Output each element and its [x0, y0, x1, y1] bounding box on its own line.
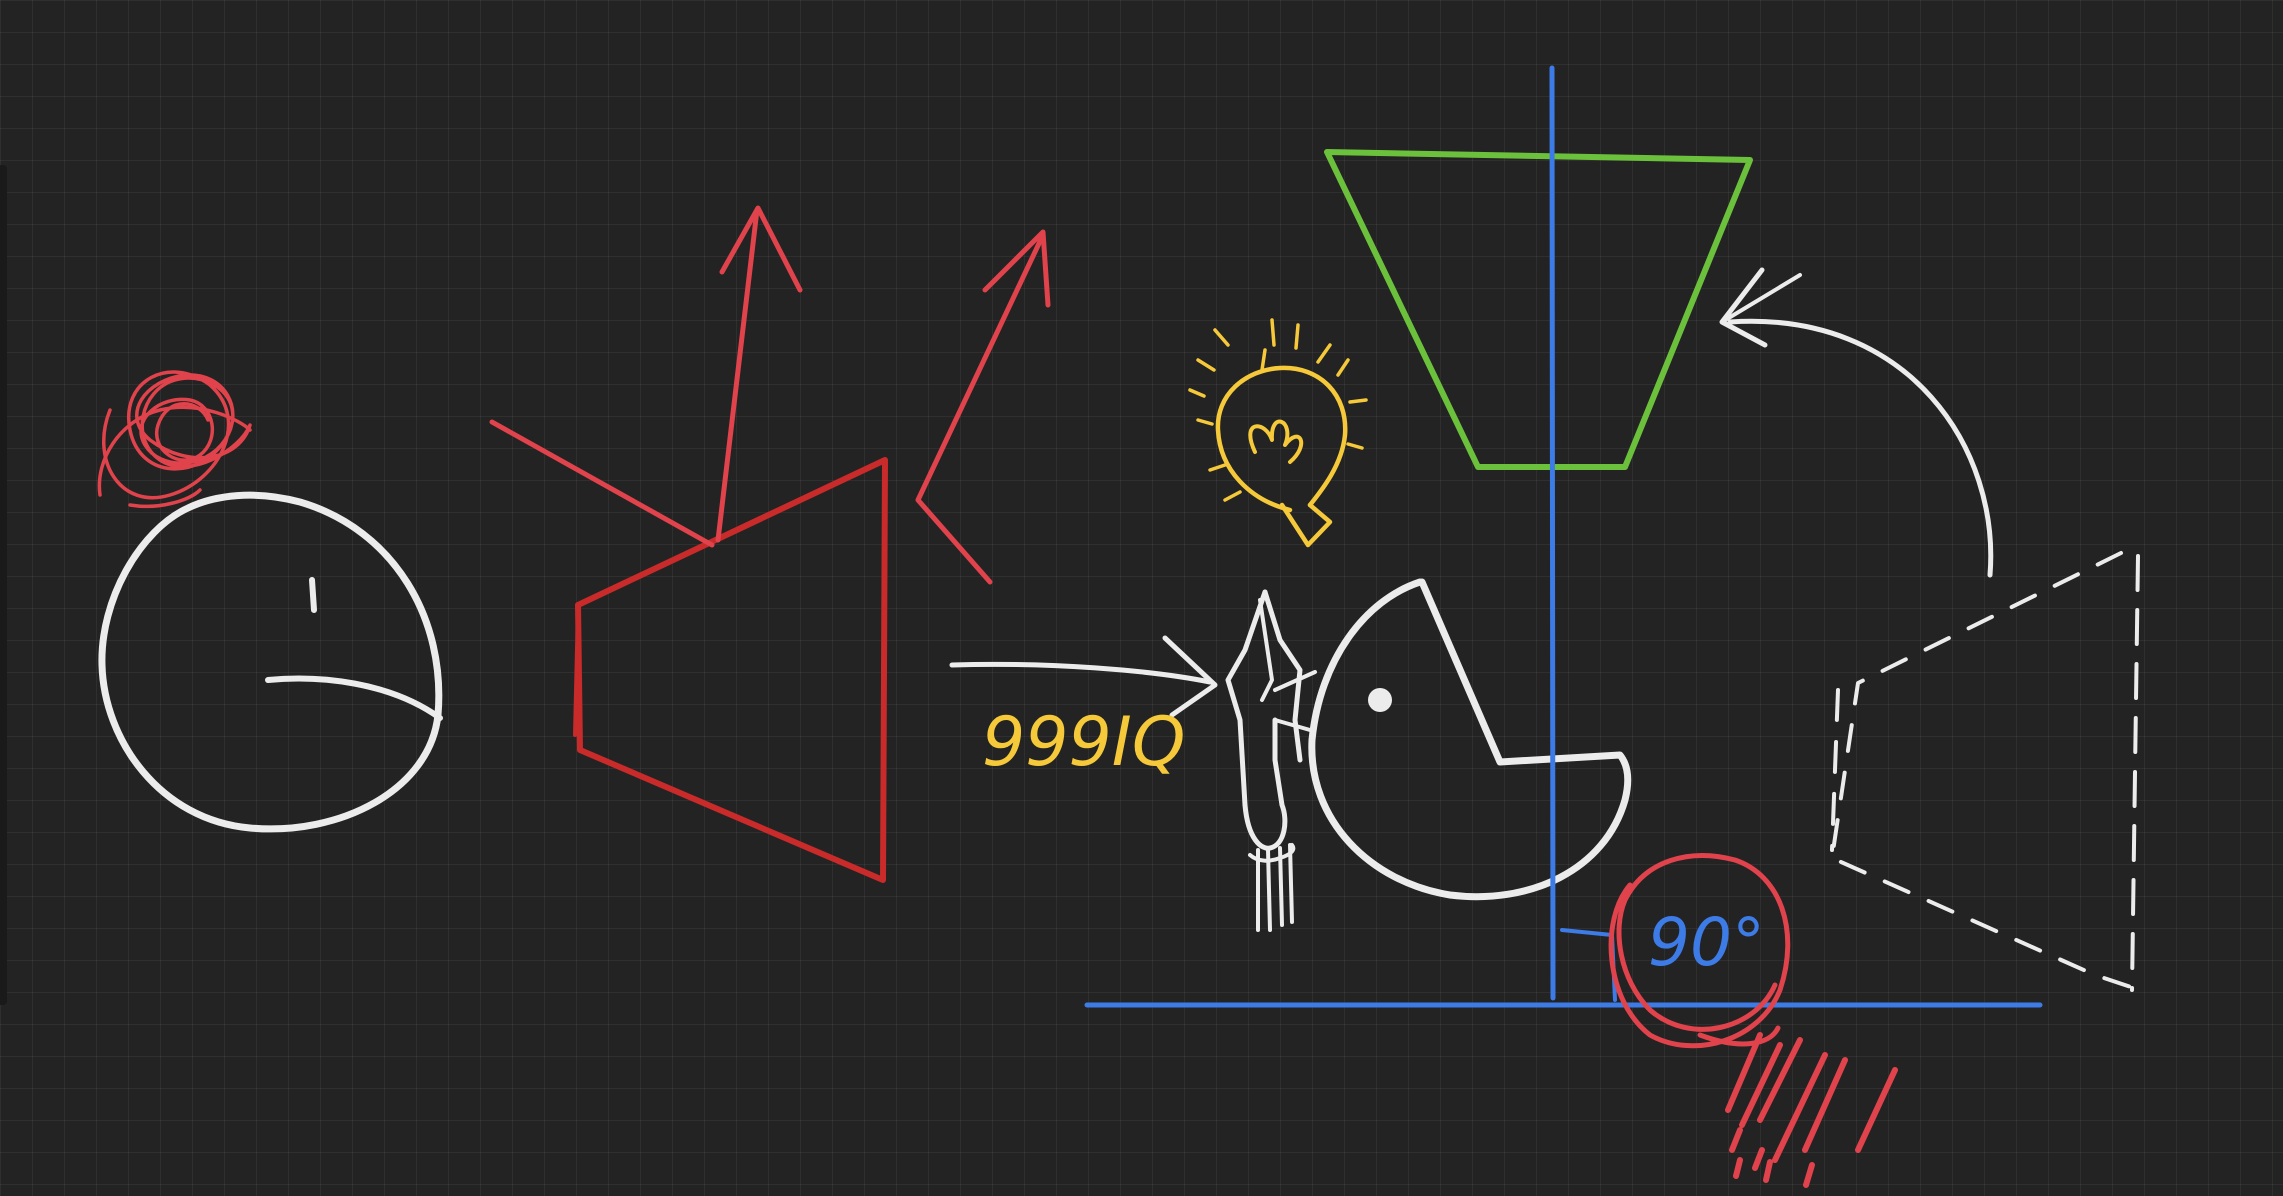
pacman-eye	[1368, 688, 1392, 712]
red-arrow-up	[715, 205, 803, 543]
blue-axes	[1084, 65, 2043, 1008]
red-scribble	[97, 370, 252, 509]
lightbulb-icon	[1188, 318, 1368, 548]
side-panel-edge	[0, 165, 7, 1005]
angle-label: 90°	[1648, 904, 1765, 981]
red-arrow-left-diagonal	[489, 419, 715, 548]
white-arrow-to-hand	[949, 635, 1218, 718]
red-hatch-marks	[1725, 1032, 1898, 1188]
green-trapezoid	[1324, 149, 1753, 470]
iq-label: 999IQ	[982, 703, 1185, 782]
red-quadrilateral	[573, 457, 888, 883]
red-angle-circle	[1608, 853, 1791, 1049]
hand-pointer-drawing	[1225, 589, 1317, 932]
pacman-drawing	[1308, 578, 1632, 901]
white-curved-arrow	[1719, 267, 1994, 578]
sad-face-drawing	[98, 491, 443, 833]
red-arrow-right-diagonal	[915, 229, 1051, 585]
dashed-box-drawing	[1830, 551, 2142, 992]
